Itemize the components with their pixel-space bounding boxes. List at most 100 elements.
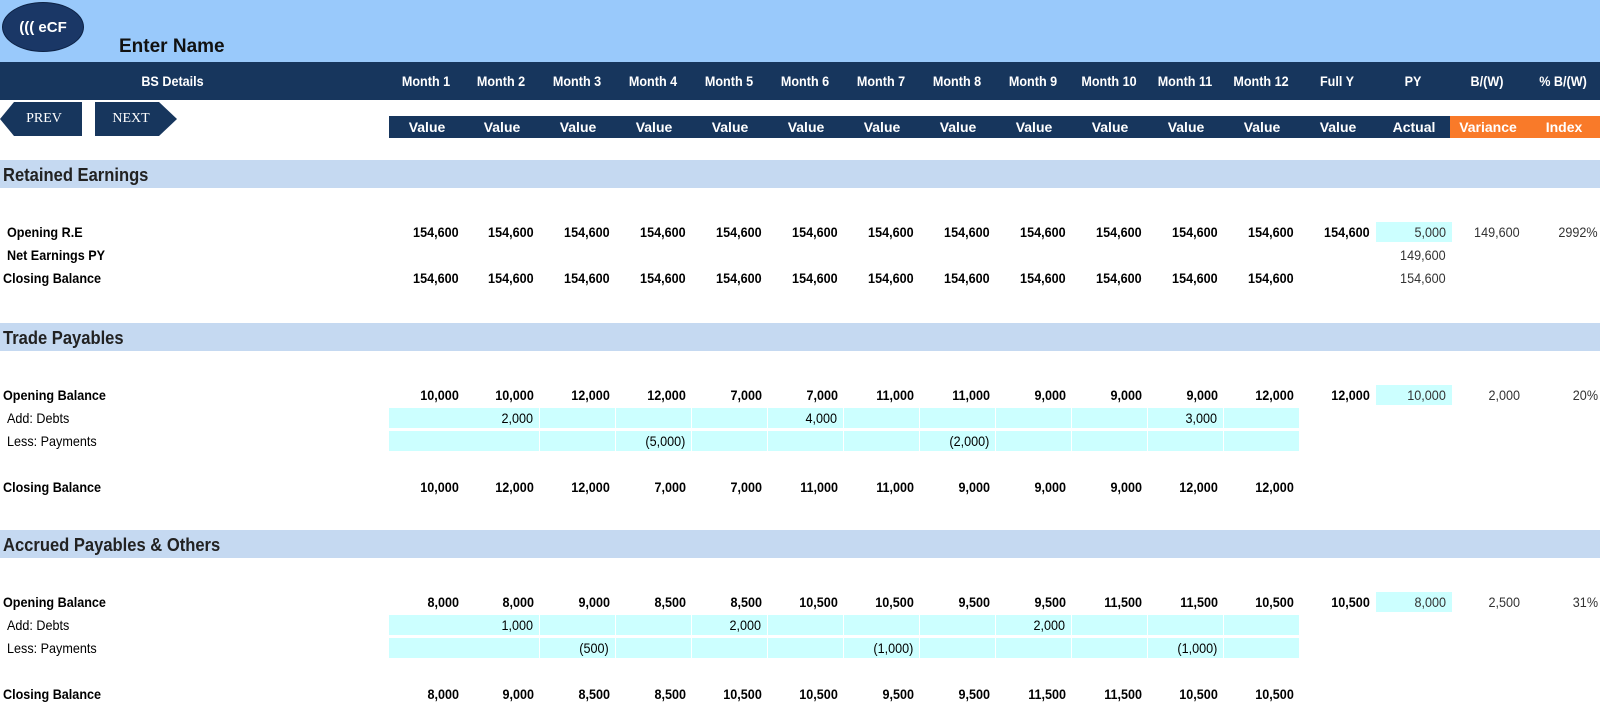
py-actual-cell[interactable]: 5,000	[1376, 222, 1452, 242]
variance-cell	[1450, 268, 1526, 288]
month-value-cell[interactable]	[996, 638, 1072, 658]
month-value-cell: 11,500	[1148, 592, 1224, 612]
cell-value: 7,000	[730, 387, 762, 403]
cell-value: 8,500	[578, 686, 610, 702]
cell-value: 12,000	[571, 479, 610, 495]
month-value-cell: 10,500	[844, 592, 920, 612]
month-value-cell[interactable]	[616, 638, 692, 658]
month-value-cell[interactable]	[920, 615, 996, 635]
month-value-cell: 9,500	[996, 592, 1072, 612]
month-value-cell[interactable]: (1,000)	[1148, 638, 1224, 658]
month-value-cell[interactable]	[996, 408, 1072, 428]
month-value-cell[interactable]: 1,000	[464, 615, 540, 635]
month-value-cell[interactable]	[692, 638, 768, 658]
month-value-cell[interactable]	[1148, 615, 1224, 635]
section-title: Trade Payables	[3, 328, 124, 348]
month-value-cell: 8,000	[389, 684, 465, 704]
month-header: Month 2	[476, 73, 526, 89]
month-value-cell[interactable]	[844, 408, 920, 428]
month-value-cell[interactable]: 2,000	[692, 615, 768, 635]
cell-value: 20%	[1572, 387, 1598, 403]
month-value-cell[interactable]: 3,000	[1148, 408, 1224, 428]
cell-value: (2,000)	[949, 433, 989, 449]
prev-button[interactable]: PREV	[0, 102, 82, 136]
month-value-cell[interactable]	[844, 615, 920, 635]
month-value-cell[interactable]	[464, 638, 540, 658]
month-value-cell: 12,000	[464, 477, 540, 497]
cell-value: 154,600	[413, 270, 459, 286]
month-value-cell[interactable]: (2,000)	[920, 431, 996, 451]
month-value-cell[interactable]	[389, 638, 465, 658]
month-value-cell: 10,000	[389, 385, 465, 405]
month-value-cell: 10,500	[1224, 684, 1300, 704]
month-value-cell[interactable]	[692, 408, 768, 428]
section-header: Retained Earnings	[0, 160, 1600, 188]
month-value-cell[interactable]	[389, 615, 465, 635]
month-value-cell[interactable]: (500)	[540, 638, 616, 658]
row-label: Closing Balance	[3, 686, 102, 702]
month-value-cell[interactable]: 4,000	[768, 408, 844, 428]
month-value-cell[interactable]	[1072, 408, 1148, 428]
cell-value: 9,000	[502, 686, 534, 702]
month-value-cell	[464, 245, 540, 265]
month-value-cell[interactable]	[768, 638, 844, 658]
month-value-cell[interactable]	[768, 431, 844, 451]
month-value-cell: 154,600	[389, 268, 465, 288]
month-value-cell	[844, 245, 920, 265]
company-name-field[interactable]: Enter Name	[119, 36, 225, 57]
month-value-cell: 9,500	[920, 592, 996, 612]
month-value-cell: 9,500	[920, 684, 996, 704]
py-actual-cell[interactable]: 10,000	[1376, 385, 1452, 405]
cell-value: 12,000	[647, 387, 686, 403]
cell-value: 2,000	[1033, 617, 1065, 633]
month-value-cell[interactable]	[920, 408, 996, 428]
value-subheader: Value	[844, 116, 920, 138]
cell-value: 12,000	[495, 479, 534, 495]
month-value-cell	[1148, 245, 1224, 265]
month-value-cell[interactable]	[1072, 638, 1148, 658]
month-value-cell: 154,600	[996, 222, 1072, 242]
month-value-cell: 12,000	[1224, 385, 1300, 405]
month-header: Month 3	[552, 73, 602, 89]
cell-value: 154,600	[1248, 224, 1294, 240]
month-value-cell[interactable]	[1224, 638, 1300, 658]
cell-value: 1,000	[501, 617, 533, 633]
month-value-cell[interactable]	[996, 431, 1072, 451]
month-value-cell[interactable]	[540, 615, 616, 635]
month-value-cell[interactable]	[1072, 615, 1148, 635]
month-value-cell[interactable]	[692, 431, 768, 451]
month-value-cell[interactable]	[844, 431, 920, 451]
cell-value: 154,600	[792, 270, 838, 286]
cell-value: 11,000	[876, 479, 914, 495]
next-button[interactable]: NEXT	[95, 102, 177, 136]
month-value-cell[interactable]	[1224, 615, 1300, 635]
month-header: Month 4	[628, 73, 678, 89]
month-value-cell[interactable]	[1224, 408, 1300, 428]
month-value-cell: 7,000	[768, 385, 844, 405]
month-value-cell[interactable]	[389, 431, 465, 451]
month-value-cell[interactable]: (5,000)	[616, 431, 692, 451]
py-actual-cell[interactable]: 8,000	[1376, 592, 1452, 612]
month-value-cell[interactable]	[389, 408, 465, 428]
row-label: Opening Balance	[3, 594, 106, 610]
month-value-cell[interactable]	[768, 615, 844, 635]
month-value-cell: 12,000	[1224, 477, 1300, 497]
cell-value: 154,600	[716, 270, 762, 286]
month-value-cell[interactable]: 2,000	[464, 408, 540, 428]
row-label: Add: Debts	[7, 617, 70, 633]
month-value-cell[interactable]	[540, 408, 616, 428]
month-value-cell: 154,600	[920, 268, 996, 288]
month-value-cell[interactable]: (1,000)	[844, 638, 920, 658]
month-value-cell[interactable]	[540, 431, 616, 451]
month-value-cell[interactable]	[616, 408, 692, 428]
month-value-cell[interactable]	[1224, 431, 1300, 451]
cell-value: 12,000	[1255, 387, 1294, 403]
month-value-cell[interactable]	[464, 431, 540, 451]
month-value-cell[interactable]	[920, 638, 996, 658]
month-value-cell[interactable]	[1072, 431, 1148, 451]
month-value-cell[interactable]	[616, 615, 692, 635]
month-value-cell: 8,500	[616, 684, 692, 704]
month-value-cell[interactable]	[1148, 431, 1224, 451]
month-value-cell[interactable]: 2,000	[996, 615, 1072, 635]
cell-value: 154,600	[716, 224, 762, 240]
